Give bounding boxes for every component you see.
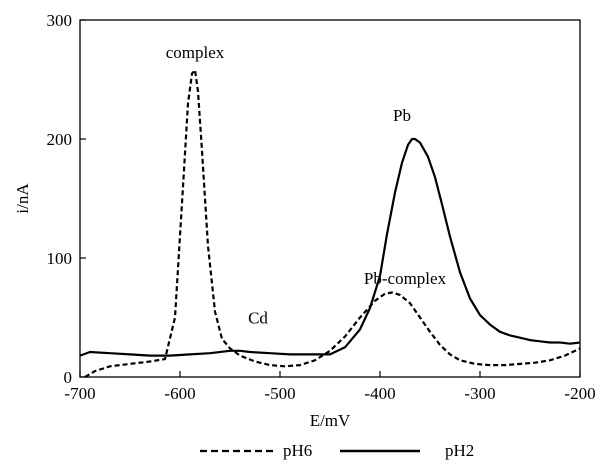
x-tick-label: -500: [264, 384, 295, 403]
legend-label-ph2: pH2: [445, 441, 474, 460]
legend-label-ph6: pH6: [283, 441, 312, 460]
y-tick-label: 300: [47, 11, 73, 30]
x-tick-label: -300: [464, 384, 495, 403]
x-tick-label: -700: [64, 384, 95, 403]
y-tick-label: 100: [47, 249, 73, 268]
plot-frame: [79, 19, 581, 378]
legend: pH6 pH2: [200, 441, 474, 460]
axes: [79, 19, 581, 378]
annotation-label: Pb-complex: [364, 269, 447, 288]
annotations: complex Pb Pb-complex Cd: [166, 43, 447, 327]
annotation-label: Cd: [248, 308, 268, 327]
x-axis-label: E/mV: [310, 411, 351, 430]
y-tick-label: 200: [47, 130, 73, 149]
series-layer: [79, 68, 581, 378]
x-tick-label: -400: [364, 384, 395, 403]
series-line-ph6: [84, 68, 581, 378]
y-tick-label: 0: [64, 368, 73, 387]
ticks: -700 -600 -500 -400 -300 -200 0 100 200 300: [47, 11, 596, 403]
y-axis-label: i/nA: [13, 183, 32, 214]
annotation-label: complex: [166, 43, 225, 62]
x-tick-label: -600: [164, 384, 195, 403]
series-line-ph2: [79, 137, 581, 357]
annotation-label: Pb: [393, 106, 411, 125]
x-tick-label: -200: [564, 384, 595, 403]
